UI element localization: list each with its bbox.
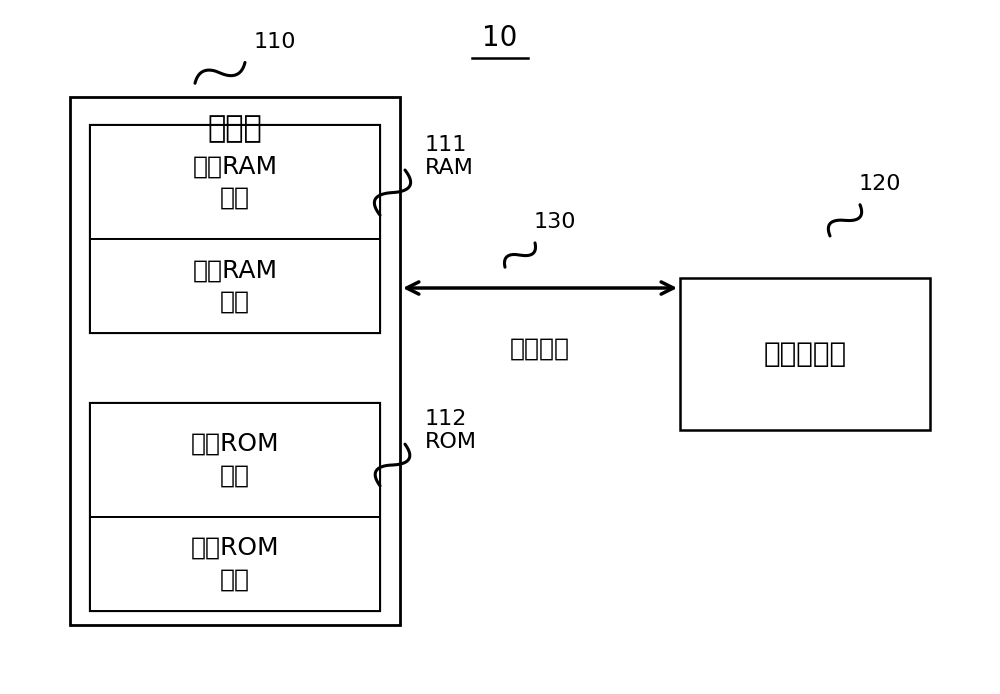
Text: 外部存储器: 外部存储器: [763, 340, 847, 368]
Bar: [90, 125, 380, 333]
Text: 数据总线: 数据总线: [510, 337, 570, 361]
Bar: [70, 97, 400, 625]
Text: 112
ROM: 112 ROM: [425, 409, 477, 452]
Bar: [680, 278, 930, 430]
Text: 10: 10: [482, 24, 518, 52]
Bar: [90, 125, 380, 239]
Bar: [90, 517, 380, 611]
Text: 111
RAM: 111 RAM: [425, 135, 474, 178]
Text: 控制器: 控制器: [208, 114, 262, 143]
Bar: [90, 403, 380, 611]
Text: 专用RAM
区域: 专用RAM 区域: [192, 258, 278, 314]
Text: 120: 120: [859, 174, 901, 194]
Text: 110: 110: [254, 32, 296, 52]
Text: 应用RAM
区域: 应用RAM 区域: [192, 154, 278, 210]
Text: 130: 130: [534, 212, 576, 232]
Text: 应用ROM
区域: 应用ROM 区域: [191, 432, 279, 488]
Bar: [90, 403, 380, 517]
Bar: [90, 239, 380, 333]
Text: 专用ROM
区域: 专用ROM 区域: [191, 536, 279, 592]
